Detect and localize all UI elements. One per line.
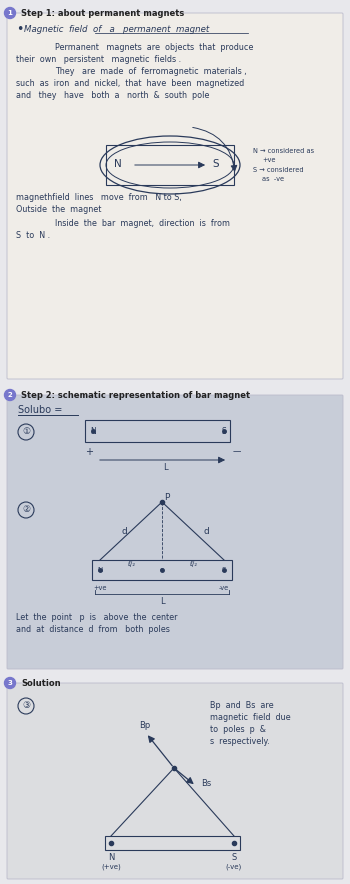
Text: —: — <box>233 447 242 456</box>
Text: N: N <box>114 159 122 169</box>
Text: as  -ve: as -ve <box>262 176 284 182</box>
Text: ℓ/₂: ℓ/₂ <box>189 560 197 568</box>
Text: Bp: Bp <box>139 721 150 730</box>
Text: They   are  made  of  ferromagnetic  materials ,: They are made of ferromagnetic materials… <box>55 67 247 77</box>
Text: (-ve): (-ve) <box>226 864 242 870</box>
Text: -ve: -ve <box>219 585 229 591</box>
Text: Permanent   magnets  are  objects  that  produce: Permanent magnets are objects that produ… <box>55 42 253 51</box>
Text: to  poles  p  &: to poles p & <box>210 726 266 735</box>
Text: L: L <box>160 597 164 606</box>
Text: 3: 3 <box>8 680 13 686</box>
Text: Inside  the  bar  magnet,  direction  is  from: Inside the bar magnet, direction is from <box>55 218 230 227</box>
Bar <box>92 560 232 580</box>
Text: S: S <box>212 159 219 169</box>
FancyBboxPatch shape <box>7 13 343 379</box>
Text: +ve: +ve <box>93 585 107 591</box>
Text: ①: ① <box>22 428 30 437</box>
Text: Magnetic  field  of   a   permanent  magnet: Magnetic field of a permanent magnet <box>24 25 209 34</box>
Text: P: P <box>164 492 170 501</box>
Text: ③: ③ <box>22 702 30 711</box>
Text: such  as  iron  and  nickel,  that  have  been  magnetized: such as iron and nickel, that have been … <box>16 80 244 88</box>
Text: S: S <box>222 567 226 573</box>
Bar <box>105 836 240 850</box>
Text: +ve: +ve <box>262 157 275 163</box>
Text: d: d <box>121 527 127 536</box>
Text: (+ve): (+ve) <box>101 864 121 870</box>
Text: N: N <box>97 567 103 573</box>
Text: 1: 1 <box>8 10 13 16</box>
FancyBboxPatch shape <box>7 395 343 669</box>
Text: ℓ/₂: ℓ/₂ <box>127 560 135 568</box>
Text: S → considered: S → considered <box>253 167 304 173</box>
Text: •: • <box>16 22 23 35</box>
Text: Solubo =: Solubo = <box>18 405 62 415</box>
Text: Outside  the  magnet: Outside the magnet <box>16 205 102 215</box>
Text: magnethfield  lines   move  from   N to S,: magnethfield lines move from N to S, <box>16 194 182 202</box>
Text: magnetic  field  due: magnetic field due <box>210 713 290 722</box>
Text: Bp  and  Bs  are: Bp and Bs are <box>210 702 274 711</box>
Text: +: + <box>85 447 93 457</box>
Circle shape <box>5 390 15 400</box>
Text: and  at  distance  d  from   both  poles: and at distance d from both poles <box>16 624 170 634</box>
Text: N → considered as: N → considered as <box>253 148 314 154</box>
Text: S: S <box>222 426 226 436</box>
Text: Solution: Solution <box>21 679 61 688</box>
Circle shape <box>5 7 15 19</box>
Bar <box>106 145 234 185</box>
Text: L: L <box>163 462 167 471</box>
Text: d: d <box>203 527 209 536</box>
Text: Step 2: schematic representation of bar magnet: Step 2: schematic representation of bar … <box>21 391 250 400</box>
Circle shape <box>5 677 15 689</box>
Bar <box>85 420 230 442</box>
Text: their  own   persistent   magnetic  fields .: their own persistent magnetic fields . <box>16 55 181 64</box>
Text: S  to  N .: S to N . <box>16 231 50 240</box>
FancyBboxPatch shape <box>7 683 343 879</box>
Text: N: N <box>108 853 114 863</box>
Text: c: c <box>160 567 164 573</box>
Text: and   they   have   both  a   north  &  south  pole: and they have both a north & south pole <box>16 92 209 101</box>
Text: S: S <box>231 853 237 863</box>
Text: N: N <box>90 426 96 436</box>
Text: Step 1: about permanent magnets: Step 1: about permanent magnets <box>21 9 184 18</box>
Text: Let  the  point   p  is   above  the  center: Let the point p is above the center <box>16 613 177 621</box>
Text: Bs: Bs <box>201 779 211 788</box>
Text: s  respectively.: s respectively. <box>210 737 270 746</box>
Text: ②: ② <box>22 506 30 514</box>
Text: 2: 2 <box>8 392 12 398</box>
